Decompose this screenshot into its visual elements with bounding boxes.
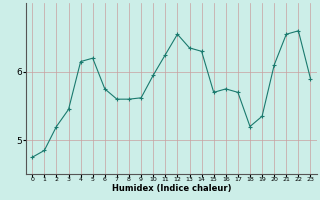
X-axis label: Humidex (Indice chaleur): Humidex (Indice chaleur) (112, 184, 231, 193)
